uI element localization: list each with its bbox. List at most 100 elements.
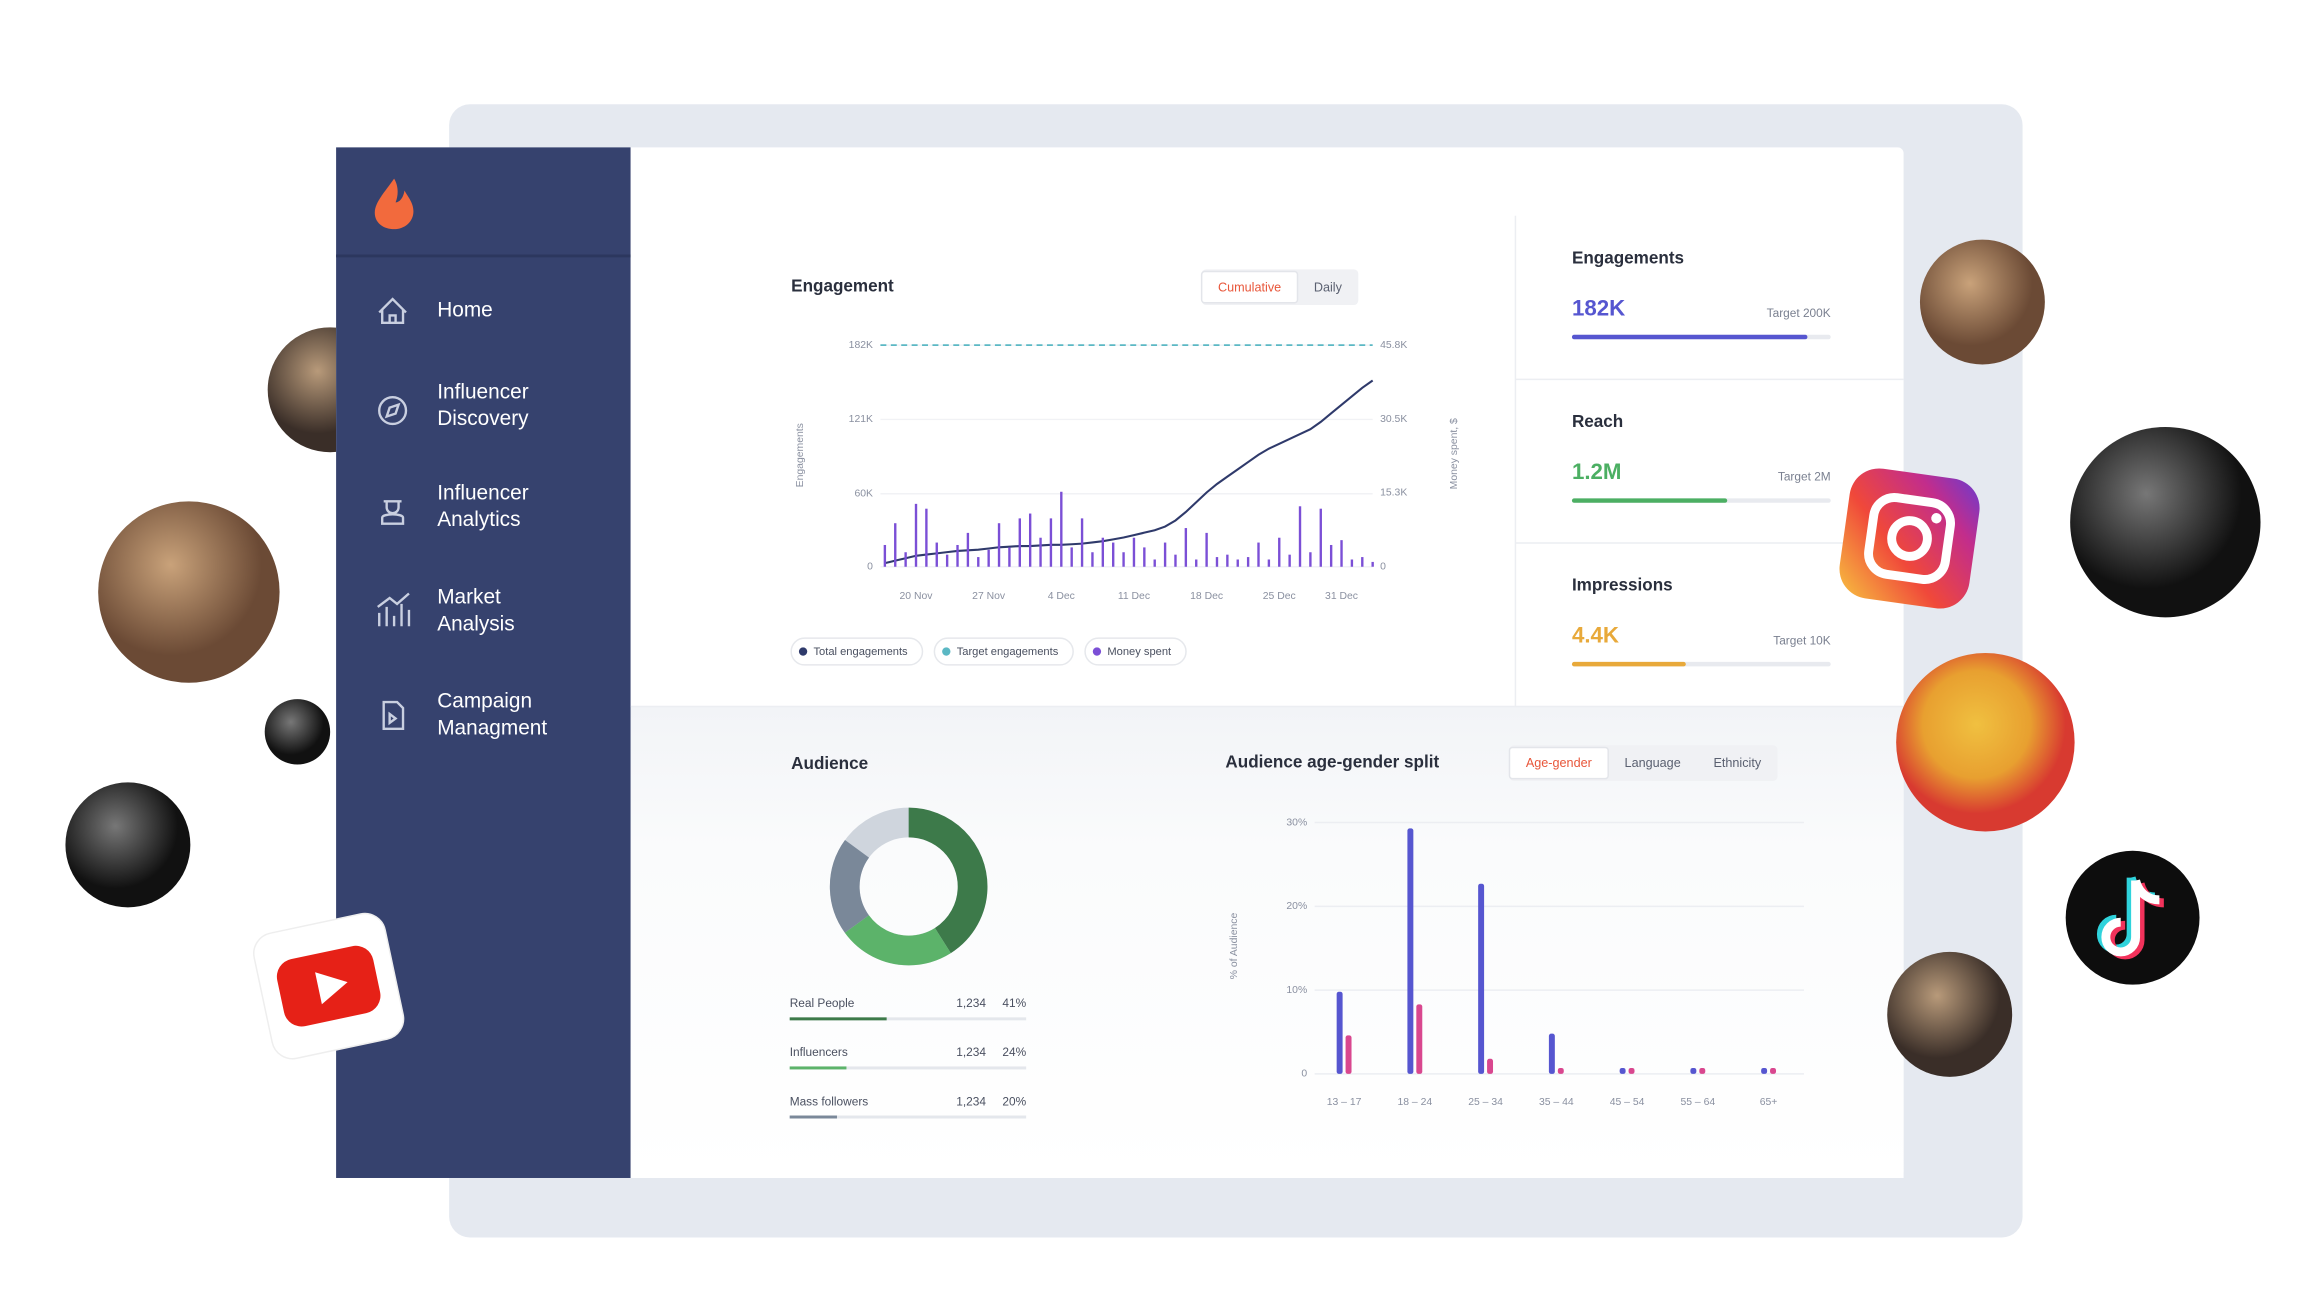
money-bar: [914, 503, 918, 567]
avatar: [98, 501, 280, 683]
age-bar: [1487, 1058, 1494, 1074]
avatars-right: [1887, 239, 2261, 1077]
money-bar: [1112, 542, 1115, 567]
kpi-title: Reach: [1572, 412, 1623, 431]
tab[interactable]: Ethnicity: [1713, 756, 1761, 770]
tab[interactable]: Daily: [1314, 280, 1343, 294]
kpi-progress: [1571, 498, 1728, 503]
x-tick-label: 18 – 24: [1397, 1097, 1432, 1108]
engagement-line: [884, 379, 1374, 565]
legend-chip: [1084, 637, 1187, 666]
money-bar: [1226, 554, 1229, 567]
nav-item[interactable]: Analysis: [437, 612, 515, 635]
x-tick-label: 27 Nov: [972, 591, 1006, 602]
money-bar: [1008, 547, 1011, 567]
nav-icons: [377, 297, 411, 731]
money-bar: [1267, 559, 1271, 567]
lower-panel: [630, 706, 1904, 1178]
nav-item[interactable]: Market: [437, 585, 501, 608]
money-bar: [1236, 559, 1239, 567]
tab[interactable]: Cumulative: [1218, 280, 1281, 294]
icon-market: [377, 592, 411, 627]
nav-item[interactable]: Discovery: [437, 407, 529, 430]
money-bar: [1205, 532, 1208, 567]
nav-item[interactable]: Influencer: [437, 380, 528, 403]
row-track: [789, 1115, 1027, 1119]
tiktok-note: [2101, 879, 2160, 957]
legend-label: Money spent: [1107, 646, 1172, 658]
money-bar: [1340, 540, 1343, 567]
instagram-icon: [1839, 468, 1980, 609]
row-bar: [789, 1017, 887, 1021]
dynamic: Home Influencer Discovery Influencer Analyti…: [437, 248, 1831, 1119]
money-bar: [1288, 554, 1291, 567]
audience-title: Audience: [791, 754, 868, 773]
tiktok-icon: [2053, 838, 2212, 997]
x-tick-label: 25 – 34: [1468, 1097, 1503, 1108]
row-percent: 41%: [1002, 996, 1026, 1010]
money-bar: [1060, 491, 1063, 567]
money-bar: [1091, 552, 1094, 567]
tab[interactable]: Age-gender: [1526, 756, 1592, 770]
x-tick-label: 11 Dec: [1118, 591, 1150, 602]
instagram-lens: [1887, 516, 1932, 561]
y2-tick-label: 45.8K: [1380, 340, 1407, 351]
row-bar: [789, 1066, 847, 1070]
money-bar: [956, 544, 959, 567]
age-bar: [1478, 883, 1485, 1074]
age-bar: [1619, 1068, 1626, 1074]
legend-label: Total engagements: [813, 646, 908, 658]
money-bar: [883, 544, 887, 567]
avatar: [1896, 653, 2075, 832]
money-bar: [894, 523, 897, 567]
x-tick-label: 55 – 64: [1680, 1097, 1715, 1108]
instagram-dot: [1931, 513, 1942, 524]
nav-item[interactable]: Analytics: [437, 508, 520, 531]
money-bar: [1143, 547, 1146, 567]
age-y-axis-label: % of Audience: [1229, 913, 1240, 980]
avatar: [1887, 951, 2013, 1077]
age-bar: [1699, 1068, 1706, 1074]
youtube-play: [315, 972, 348, 1005]
nav-item[interactable]: Influencer: [437, 481, 528, 504]
y-tick-label: 30%: [1286, 817, 1307, 828]
y-tick-label: 182K: [849, 340, 873, 351]
age-bar: [1548, 1033, 1555, 1074]
nav-item[interactable]: Managment: [437, 716, 547, 739]
money-bar: [1174, 554, 1177, 567]
money-bar: [1132, 537, 1136, 567]
tab[interactable]: Language: [1625, 756, 1681, 770]
kpi-title: Engagements: [1572, 248, 1684, 267]
money-bar: [1101, 537, 1105, 567]
row-percent: 20%: [1002, 1094, 1026, 1108]
kpi-value: 4.4K: [1572, 623, 1619, 648]
money-bar: [1215, 557, 1219, 567]
logo: [374, 178, 414, 230]
age-bar: [1557, 1068, 1564, 1074]
instagram-frame: [1864, 493, 1955, 584]
nav-item[interactable]: Home: [437, 298, 493, 321]
donut-segment: [829, 807, 988, 966]
kpi-target: Target 10K: [1773, 633, 1831, 647]
row-bar: [789, 1115, 837, 1119]
avatar: [65, 782, 191, 908]
money-bar: [966, 532, 970, 567]
legend-chip: [933, 637, 1074, 666]
money-bar: [1049, 518, 1053, 567]
y2-tick-label: 0: [1380, 562, 1386, 573]
money-bar: [977, 557, 980, 567]
money-bar: [1122, 552, 1125, 567]
money-bar: [1163, 542, 1167, 567]
y-tick-label: 121K: [849, 414, 873, 425]
age-bar: [1416, 1004, 1423, 1074]
row-count: 1,234: [956, 996, 986, 1010]
age-gender-title: Audience age-gender split: [1225, 753, 1439, 772]
x-tick-label: 13 – 17: [1327, 1097, 1362, 1108]
money-bar: [987, 549, 990, 567]
money-bar: [1184, 528, 1188, 567]
nav-item[interactable]: Campaign: [437, 690, 532, 713]
icon-home: [378, 297, 407, 325]
age-bar: [1761, 1068, 1768, 1074]
kpi-value: 1.2M: [1572, 459, 1622, 484]
